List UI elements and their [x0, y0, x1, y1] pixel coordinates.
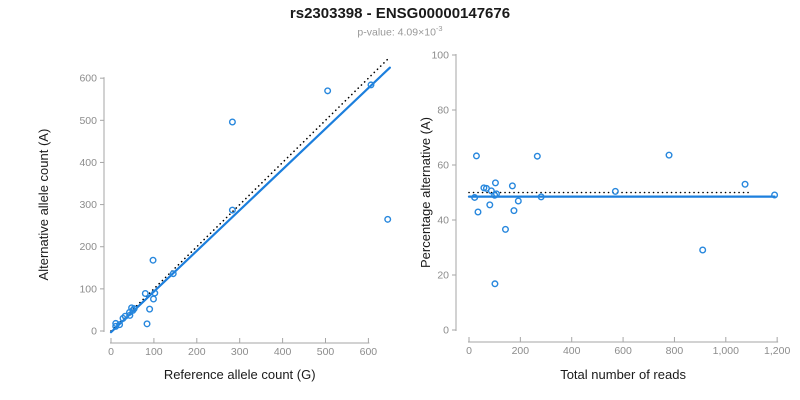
scatter-point[interactable] [474, 208, 482, 216]
x-tick-label: 800 [666, 345, 684, 357]
scatter-point[interactable] [665, 151, 673, 159]
scatter-point[interactable] [471, 193, 479, 201]
scatter-point[interactable] [151, 289, 159, 297]
figure-title: rs2303398 - ENSG00000147676 [289, 5, 511, 22]
x-tick-label: 200 [188, 346, 206, 358]
pvalue-text: p-value: 4.09×10 [357, 26, 436, 39]
y-tick-label: 20 [437, 270, 449, 282]
scatter-point[interactable] [149, 256, 157, 264]
scatter-point[interactable] [486, 201, 494, 209]
scatter-point[interactable] [130, 305, 138, 313]
x-tick-label: 600 [360, 346, 378, 358]
scatter-point[interactable] [491, 280, 499, 288]
scatter-point[interactable] [324, 87, 332, 95]
scatter-point[interactable] [510, 207, 518, 215]
scatter-point[interactable] [228, 118, 236, 126]
y-tick-label: 200 [79, 241, 97, 253]
y-axis-title: Alternative allele count (A) [36, 129, 51, 281]
scatter-point[interactable] [146, 305, 154, 313]
scatter-point[interactable] [741, 180, 749, 188]
x-axis-title: Total number of reads [560, 367, 686, 382]
scatter-point[interactable] [367, 81, 375, 89]
scatter-point[interactable] [508, 182, 516, 190]
identity-line [110, 58, 389, 332]
x-tick-label: 600 [614, 345, 632, 357]
x-tick-label: 400 [563, 345, 581, 357]
scatter-point[interactable] [487, 187, 495, 195]
y-tick-label: 600 [79, 73, 97, 85]
scatter-point[interactable] [112, 322, 120, 330]
x-tick-label: 300 [231, 346, 249, 358]
scatter-point[interactable] [143, 320, 151, 328]
x-tick-label: 400 [274, 346, 292, 358]
scatter-point[interactable] [472, 152, 480, 160]
y-axis-title: Percentage alternative (A) [418, 117, 433, 268]
pvalue-exponent: -3 [435, 24, 443, 33]
y-tick-label: 300 [79, 199, 97, 211]
figure-subtitle: p-value: 4.09×10-3 [0, 24, 800, 39]
fit-line [109, 66, 391, 334]
x-tick-label: 1,000 [713, 345, 739, 357]
y-tick-label: 100 [79, 283, 97, 295]
y-tick-label: 500 [79, 115, 97, 127]
scatter-point[interactable] [501, 225, 509, 233]
scatter-point[interactable] [491, 179, 499, 187]
y-tick-label: 0 [91, 326, 97, 338]
scatter-point[interactable] [149, 295, 157, 303]
scatter-point[interactable] [492, 190, 500, 198]
y-tick-label: 0 [443, 325, 449, 337]
x-tick-label: 500 [317, 346, 335, 358]
x-tick-label: 0 [466, 345, 472, 357]
y-tick-label: 400 [79, 157, 97, 169]
y-tick-label: 100 [431, 50, 449, 62]
scatter-point[interactable] [228, 206, 236, 214]
scatter-point[interactable] [514, 197, 522, 205]
x-axis-title: Reference allele count (G) [164, 367, 316, 382]
scatter-point[interactable] [384, 215, 392, 223]
scatter-point[interactable] [537, 193, 545, 201]
scatter-point[interactable] [116, 321, 124, 329]
x-tick-label: 1,200 [764, 345, 790, 357]
scatter-point[interactable] [126, 311, 134, 319]
scatter-point[interactable] [112, 319, 120, 327]
y-tick-label: 40 [437, 215, 449, 227]
scatter-point[interactable] [121, 312, 129, 320]
y-tick-label: 60 [437, 160, 449, 172]
scatter-point[interactable] [141, 289, 149, 297]
scatter-point[interactable] [533, 152, 541, 160]
scatter-point[interactable] [169, 270, 177, 278]
x-tick-label: 200 [512, 345, 530, 357]
x-tick-label: 100 [145, 346, 163, 358]
scatter-point[interactable] [771, 191, 779, 199]
scatter-point[interactable] [699, 246, 707, 254]
y-tick-label: 80 [437, 105, 449, 117]
x-tick-label: 0 [108, 346, 114, 358]
scatter-point[interactable] [611, 187, 619, 195]
